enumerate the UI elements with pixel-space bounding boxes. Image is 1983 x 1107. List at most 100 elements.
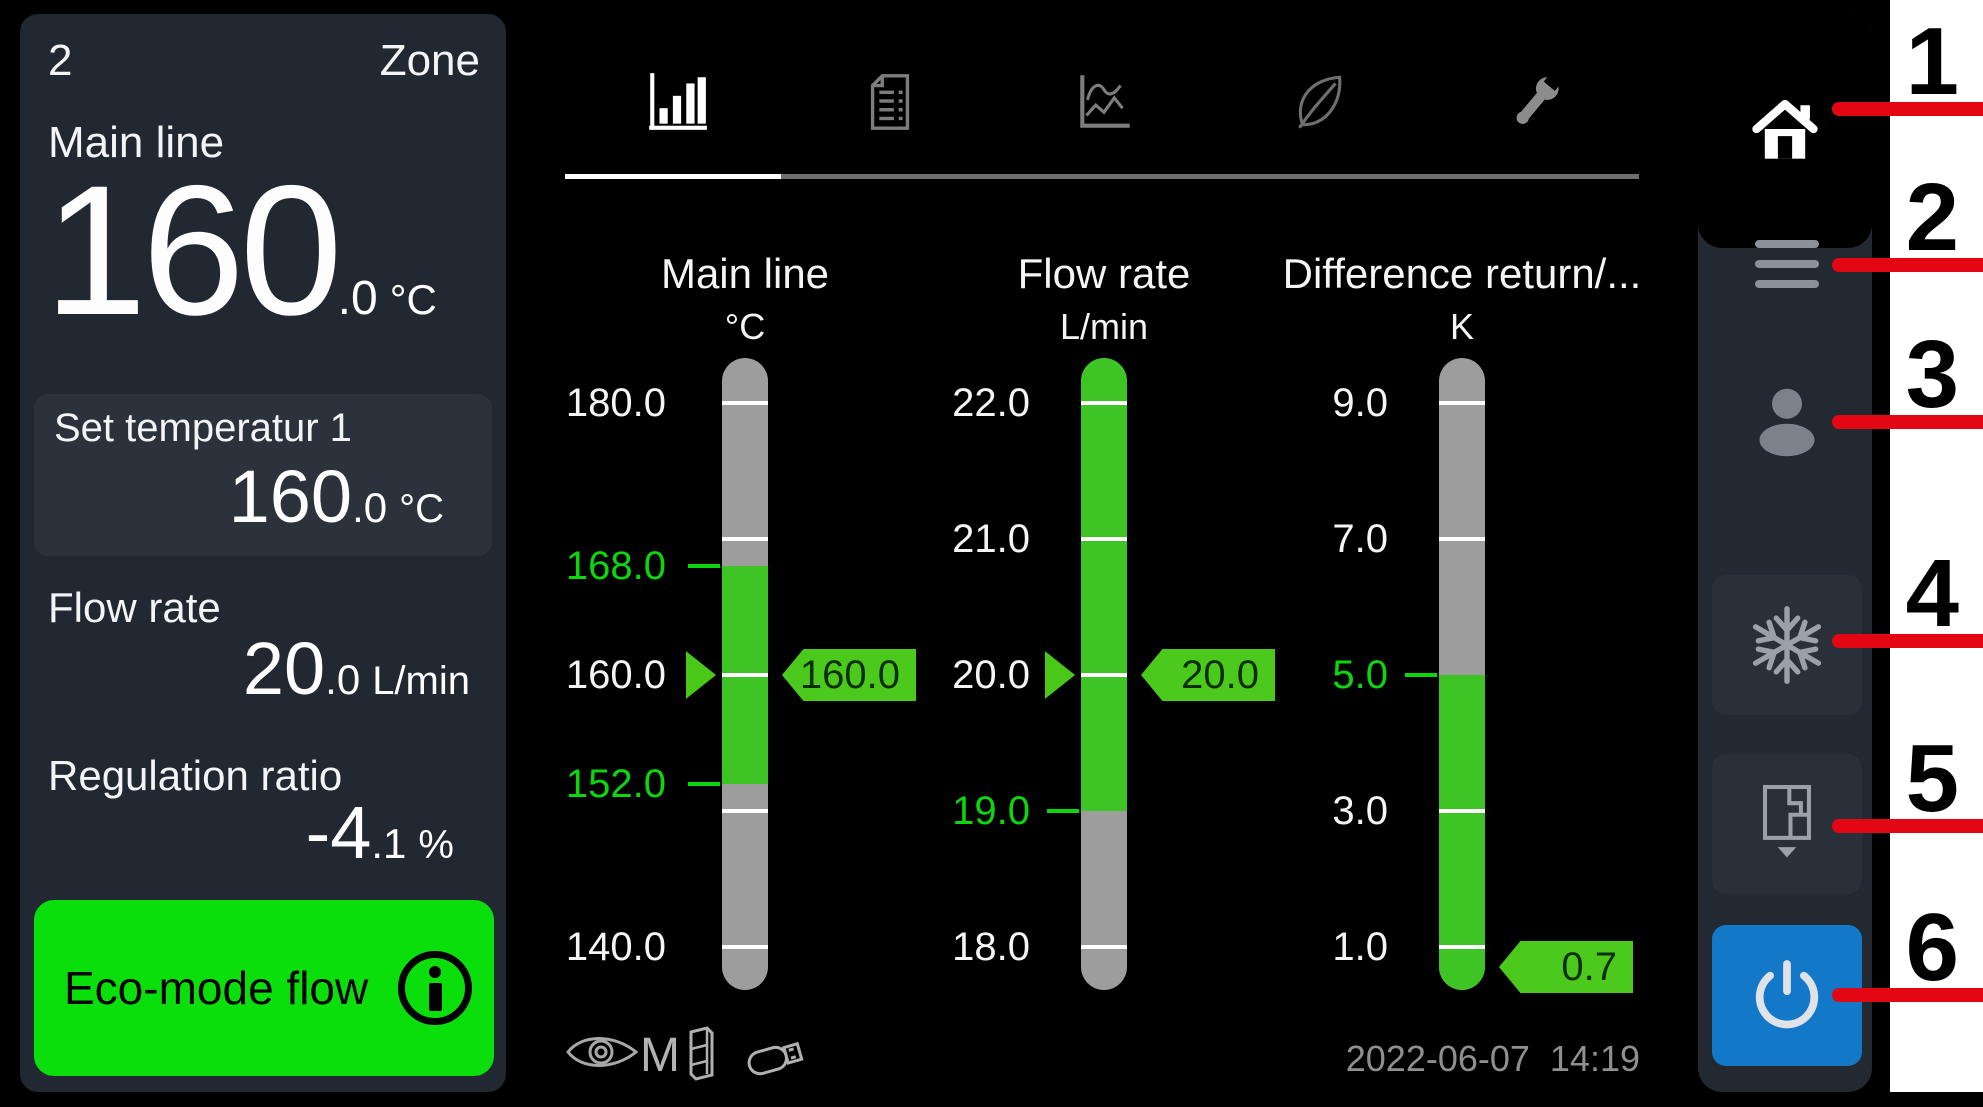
- main-value-int: 160: [44, 148, 343, 354]
- callout-number-5: 5: [1905, 725, 1959, 832]
- sidebar-item-cooling[interactable]: [1712, 575, 1862, 715]
- zone-panel: 2 Zone Main line 160 .0 °C Set temperatu…: [20, 14, 506, 1092]
- value-badge: 0.7: [1499, 941, 1633, 993]
- tick-label: 7.0: [1332, 517, 1388, 561]
- gauge-bar-difference: [1439, 358, 1485, 990]
- callout-line-3: [1832, 415, 1983, 429]
- value-badge: 20.0: [1141, 649, 1275, 701]
- callout-number-6: 6: [1905, 894, 1959, 1001]
- setpoint-marker: [1045, 651, 1075, 699]
- regulation-dec: .1: [371, 820, 407, 867]
- main-value-unit: °C: [389, 276, 437, 323]
- limit-tick: [1047, 809, 1079, 813]
- eco-mode-label: Eco-mode flow: [64, 962, 369, 1014]
- zone-label: Zone: [379, 36, 480, 85]
- tick-label-green: 5.0: [1332, 653, 1388, 697]
- value-badge: 160.0: [782, 649, 916, 701]
- tick-label: 160.0: [565, 653, 666, 697]
- tab-bar-graph[interactable]: [635, 60, 719, 144]
- set-temp-unit: °C: [399, 487, 444, 531]
- regulation-unit: %: [418, 823, 454, 867]
- main-value-dec: .0: [337, 272, 378, 325]
- sidebar-item-home[interactable]: [1698, 10, 1872, 248]
- regulation-int: -4: [305, 791, 372, 874]
- callout-line-1: [1832, 102, 1983, 116]
- set-temp-dec: .0: [352, 484, 388, 531]
- gauge-bar-main-line: [722, 358, 768, 990]
- gauge-title: Flow rate: [1017, 250, 1191, 297]
- person-icon: [1759, 388, 1815, 457]
- limit-tick: [688, 782, 720, 786]
- limit-tick: [688, 564, 720, 568]
- set-temperature-value: 160 .0 °C: [229, 460, 444, 534]
- flow-rate-value: 20 .0 L/min: [243, 632, 470, 706]
- limit-tick: [1405, 673, 1437, 677]
- mold-cartridge-icon: [683, 1022, 719, 1091]
- tick-label: 3.0: [1332, 789, 1388, 833]
- gauge-unit: °C: [724, 306, 766, 347]
- main-line-label: Main line: [48, 118, 225, 167]
- callout-number-4: 4: [1905, 540, 1959, 647]
- tick-label: 1.0: [1332, 925, 1388, 969]
- tick-label: 9.0: [1332, 381, 1388, 425]
- tab-report[interactable]: [848, 60, 932, 144]
- callout-line-2: [1832, 258, 1983, 272]
- tick-label: 22.0: [952, 381, 1030, 425]
- tick-label: 21.0: [952, 517, 1030, 561]
- bar-chart-icon: [649, 73, 707, 130]
- set-temperature-label: Set temperatur 1: [54, 406, 352, 450]
- set-temp-int: 160: [228, 455, 353, 538]
- callout-line-4: [1832, 634, 1983, 648]
- monitoring-level-label: M: [640, 1029, 680, 1082]
- tick-label-green: 152.0: [565, 762, 666, 806]
- tab-trend[interactable]: [1063, 60, 1147, 144]
- flow-dec: .0: [325, 656, 361, 703]
- leaf-icon: [1298, 75, 1342, 129]
- flow-rate-label: Flow rate: [48, 584, 221, 631]
- flow-unit: L/min: [372, 659, 470, 703]
- callout-number-3: 3: [1905, 321, 1959, 428]
- flow-int: 20: [242, 627, 326, 710]
- tick-label-green: 19.0: [952, 789, 1030, 833]
- gauge-bar-flow-rate: [1081, 358, 1127, 990]
- tab-underline: [781, 174, 1639, 179]
- timestamp: 2022-06-07 14:19: [1345, 1038, 1640, 1079]
- tick-label-green: 168.0: [565, 544, 666, 588]
- tab-eco[interactable]: [1277, 60, 1361, 144]
- setpoint-marker: [686, 651, 716, 699]
- tick-label: 20.0: [952, 653, 1030, 697]
- gauge-unit: K: [1449, 306, 1474, 347]
- wrench-icon: [1516, 72, 1563, 124]
- snowflake-icon: [1744, 606, 1830, 684]
- tick-label: 140.0: [565, 925, 666, 969]
- report-icon: [870, 74, 910, 130]
- usb-icon: [740, 1026, 820, 1091]
- main-line-value: 160 .0 °C: [44, 159, 437, 344]
- mold-icon: [1763, 784, 1811, 858]
- trend-chart-icon: [1080, 75, 1130, 128]
- callout-line-5: [1832, 819, 1983, 833]
- regulation-ratio-value: -4 .1 %: [306, 796, 454, 870]
- eye-monitoring-icon: [565, 1025, 643, 1084]
- gauge-title: Main line: [660, 250, 830, 297]
- callout-number-2: 2: [1905, 164, 1959, 271]
- callout-line-6: [1832, 988, 1983, 1002]
- tab-setup[interactable]: [1494, 60, 1578, 144]
- info-icon[interactable]: [398, 951, 472, 1025]
- gauge-unit: L/min: [1059, 306, 1149, 347]
- power-icon: [1755, 959, 1819, 1028]
- regulation-ratio-label: Regulation ratio: [48, 752, 343, 799]
- sidebar-item-menu[interactable]: [1712, 228, 1862, 300]
- zone-number: 2: [48, 36, 73, 85]
- home-icon: [1752, 99, 1818, 159]
- hamburger-icon: [1755, 234, 1819, 294]
- sidebar-item-user[interactable]: [1712, 385, 1862, 465]
- tick-label: 180.0: [565, 381, 666, 425]
- eco-mode-flow-button[interactable]: Eco-mode flow: [34, 900, 494, 1076]
- active-tab-underline: [565, 174, 781, 179]
- set-temperature-card[interactable]: Set temperatur 1 160 .0 °C: [34, 394, 492, 556]
- callout-number-1: 1: [1905, 8, 1959, 115]
- gauge-title: Difference return/...: [1282, 250, 1642, 297]
- annotation-margin: [1890, 0, 1983, 1092]
